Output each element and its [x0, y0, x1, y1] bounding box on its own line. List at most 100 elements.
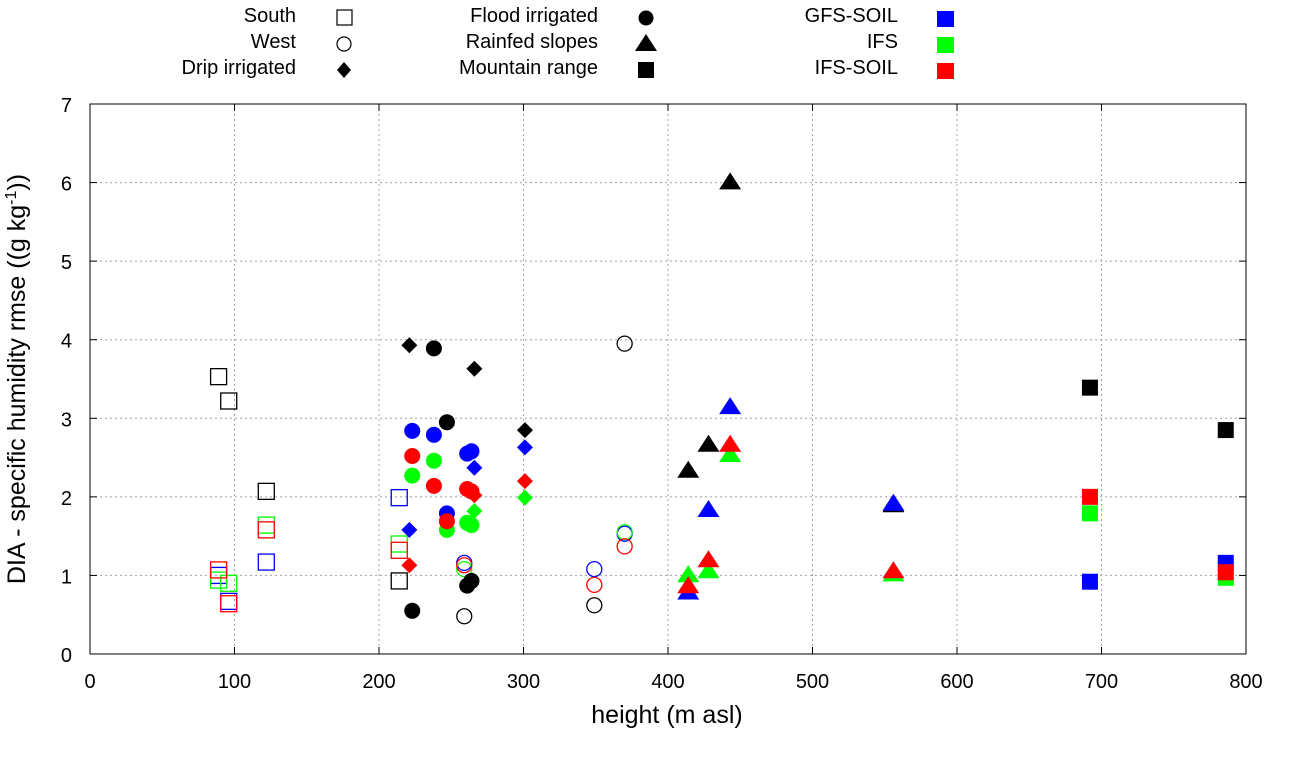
south-obs-point — [390, 572, 408, 590]
mountain-range-obs-point — [1081, 379, 1098, 396]
ifs-soil-color-swatch — [937, 63, 954, 79]
rainfed-slopes-ifs-soil-point — [697, 550, 720, 568]
filled-triangle-icon — [635, 34, 657, 51]
south-ifs-soil-point — [390, 541, 408, 559]
legend-label-mountain-range: Mountain range — [459, 57, 598, 79]
legend-label-drip-irrigated: Drip irrigated — [182, 57, 296, 79]
flood-irrigated-ifs-soil-point — [425, 477, 442, 494]
ifs-color-swatch — [937, 37, 954, 53]
open-circle-icon — [336, 36, 352, 52]
legend-entry-ifs-soil: IFS-SOIL — [815, 57, 954, 79]
south-ifs-point — [390, 535, 408, 553]
legend-entry-mountain-range: Mountain range — [459, 57, 654, 79]
y-axis-label-main: DIA - specific humidity rmse ((g kg — [3, 205, 31, 584]
south-ifs-point — [220, 574, 238, 592]
flood-irrigated-ifs-soil-point — [463, 483, 480, 500]
x-axis-label: height (m asl) — [591, 701, 742, 729]
axis-ticks: 0 100 200 300 400 500 600 700 800 0 1 2 3 4 5 6 7 — [61, 95, 1263, 693]
open-square-icon — [336, 9, 353, 26]
west-ifs-point — [616, 524, 633, 541]
drip-irrigated-ifs-soil-point — [401, 557, 418, 574]
y-tick-label: 6 — [61, 174, 72, 196]
drip-irrigated-gfs-soil-point — [401, 521, 418, 538]
x-tick-label: 700 — [1085, 671, 1118, 693]
legend-label-gfs-soil: GFS-SOIL — [805, 5, 898, 27]
legend-label-west: West — [251, 31, 297, 53]
y-axis-label-end: )) — [3, 174, 31, 191]
legend-entry-rainfed-slopes: Rainfed slopes — [466, 31, 657, 53]
west-gfs-soil-point — [586, 560, 603, 578]
south-ifs-point — [209, 571, 228, 589]
rainfed-slopes-ifs-point — [697, 561, 720, 579]
west-obs-point — [616, 335, 633, 352]
drip-irrigated-obs-point — [466, 360, 483, 377]
south-ifs-soil-point — [220, 595, 238, 613]
rainfed-slopes-gfs-soil-point — [697, 500, 720, 517]
x-tick-label: 400 — [651, 671, 684, 693]
mountain-range-obs-point — [1217, 422, 1234, 439]
west-obs-point — [586, 597, 603, 614]
drip-irrigated-ifs-point — [466, 503, 483, 519]
legend-label-ifs: IFS — [867, 31, 898, 53]
mountain-range-ifs-soil-point — [1217, 564, 1234, 581]
y-tick-label: 2 — [61, 488, 72, 510]
y-axis-label: DIA - specific humidity rmse ((g kg-1)) — [3, 174, 31, 584]
legend-entry-gfs-soil: GFS-SOIL — [805, 5, 954, 27]
drip-irrigated-ifs-soil-point — [516, 473, 533, 490]
west-ifs-point — [456, 560, 473, 578]
gfs-soil-color-swatch — [937, 11, 954, 27]
filled-diamond-icon — [337, 62, 351, 78]
flood-irrigated-ifs-soil-point — [404, 448, 421, 464]
drip-irrigated-obs-point — [516, 422, 533, 439]
south-obs-point — [209, 367, 228, 386]
legend-entry-ifs: IFS — [867, 31, 954, 53]
filled-square-icon — [638, 62, 654, 78]
x-tick-label: 500 — [796, 671, 829, 693]
flood-irrigated-ifs-point — [425, 452, 442, 469]
rainfed-slopes-ifs-soil-point — [677, 576, 700, 594]
legend-entry-drip-irrigated: Drip irrigated — [182, 57, 351, 79]
data-points — [209, 172, 1234, 625]
flood-irrigated-gfs-soil-point — [404, 422, 421, 439]
flood-irrigated-gfs-soil-point — [463, 443, 480, 460]
y-axis-label-superscript: -1 — [3, 190, 20, 204]
legend-label-flood-irrigated: Flood irrigated — [470, 5, 598, 27]
drip-irrigated-obs-point — [401, 337, 418, 354]
west-ifs-soil-point — [586, 576, 603, 594]
grid-lines — [90, 104, 1246, 654]
flood-irrigated-obs-point — [425, 340, 442, 357]
filled-circle-icon — [638, 10, 654, 26]
legend-entry-west: West — [251, 31, 352, 53]
rainfed-slopes-ifs-soil-point — [719, 434, 742, 452]
x-tick-label: 200 — [362, 671, 395, 693]
y-tick-label: 3 — [61, 409, 72, 431]
x-tick-label: 800 — [1229, 671, 1262, 693]
legend-label-south: South — [244, 5, 296, 27]
rainfed-slopes-gfs-soil-point — [719, 397, 742, 415]
south-ifs-soil-point — [209, 561, 228, 579]
y-tick-label: 5 — [61, 252, 72, 274]
south-gfs-soil-point — [257, 553, 275, 571]
legend-entry-south: South — [244, 5, 353, 27]
rainfed-slopes-ifs-point — [677, 565, 700, 583]
flood-irrigated-obs-point — [438, 414, 455, 431]
flood-irrigated-ifs-soil-point — [438, 513, 455, 530]
rainfed-slopes-ifs-point — [719, 445, 742, 462]
flood-irrigated-obs-point — [463, 572, 480, 589]
rainfed-slopes-gfs-soil-point — [882, 493, 905, 511]
drip-irrigated-gfs-soil-point — [466, 459, 483, 476]
x-tick-label: 0 — [84, 671, 95, 693]
y-tick-label: 4 — [61, 331, 72, 353]
x-tick-label: 600 — [940, 671, 973, 693]
flood-irrigated-ifs-point — [404, 467, 421, 484]
rainfed-slopes-ifs-soil-point — [882, 561, 905, 579]
south-ifs-soil-point — [257, 521, 275, 539]
west-ifs-soil-point — [616, 538, 633, 555]
legend-label-rainfed-slopes: Rainfed slopes — [466, 31, 598, 53]
legend-label-ifs-soil: IFS-SOIL — [815, 57, 898, 79]
x-tick-label: 100 — [218, 671, 251, 693]
west-obs-point — [456, 608, 473, 625]
rainfed-slopes-obs-point — [719, 172, 742, 190]
drip-irrigated-gfs-soil-point — [516, 439, 533, 456]
